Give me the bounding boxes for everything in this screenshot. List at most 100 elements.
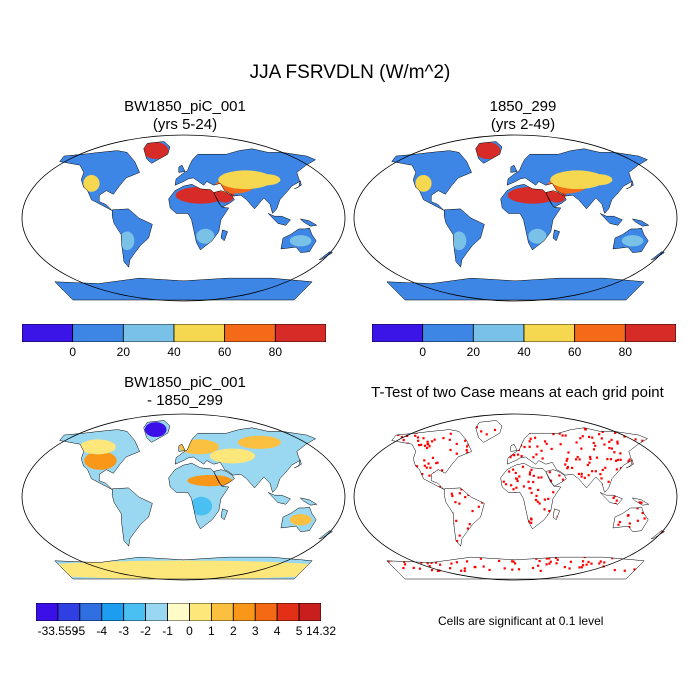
colorbar-diff-box-2 — [79, 602, 103, 622]
significance-cell — [601, 430, 604, 434]
significance-cell — [568, 567, 571, 570]
significance-cell — [641, 511, 644, 515]
significance-cell — [525, 548, 528, 552]
significance-cell — [388, 461, 391, 465]
significance-cell — [531, 566, 535, 570]
significance-cell — [462, 547, 465, 551]
colorbar-case2-tick-label: 0 — [419, 345, 426, 359]
significance-cell — [515, 486, 518, 489]
significance-cell — [576, 534, 580, 537]
significance-cell — [536, 535, 539, 539]
significance-cell — [360, 478, 362, 480]
significance-cell — [403, 511, 407, 514]
map-diff-coastline-new-zealand — [318, 530, 333, 540]
significance-cell — [577, 497, 580, 500]
significance-cell — [523, 433, 526, 436]
significance-cell — [619, 452, 622, 455]
significance-cell — [441, 469, 444, 472]
significance-cell — [488, 568, 491, 572]
significance-cell — [402, 478, 405, 481]
map-case2 — [353, 134, 678, 302]
significance-cell — [438, 479, 441, 482]
significance-cell — [479, 557, 483, 560]
significance-cell — [491, 476, 494, 479]
significance-cell — [580, 475, 583, 478]
significance-cell — [461, 431, 464, 435]
significance-cell — [639, 432, 642, 436]
significance-cell — [621, 430, 624, 433]
significance-cell — [570, 524, 573, 527]
significance-cell — [380, 545, 382, 547]
significance-cell — [537, 476, 540, 479]
significance-cell — [584, 547, 587, 550]
significance-cell — [513, 562, 517, 565]
significance-cell — [553, 554, 556, 557]
map-diff — [21, 413, 346, 581]
significance-cell — [550, 447, 553, 451]
significance-cell — [548, 509, 551, 513]
map-ttest-madagascar — [553, 508, 560, 520]
significance-cell — [455, 452, 458, 455]
significance-cell — [633, 568, 636, 571]
significance-cell — [471, 437, 474, 440]
significance-cell — [386, 483, 389, 487]
significance-cell — [584, 428, 587, 431]
map-diff-coastline-new-guinea — [299, 497, 318, 506]
significance-cell — [594, 470, 597, 473]
map-ttest-coastline-greenland — [475, 420, 503, 443]
significance-cell — [432, 525, 435, 529]
significance-cell — [375, 473, 377, 475]
significance-cell — [600, 477, 603, 480]
significance-cell — [616, 440, 619, 443]
significance-cell — [537, 488, 540, 492]
significance-cell — [465, 448, 468, 452]
significance-cell — [449, 479, 452, 482]
significance-cell — [613, 494, 616, 498]
significance-cell — [530, 491, 533, 494]
significance-cell — [387, 560, 390, 563]
significance-cell — [567, 528, 570, 532]
significance-cell — [378, 543, 380, 545]
significance-cell — [533, 531, 537, 534]
significance-cell — [567, 497, 571, 500]
significance-cell — [477, 448, 480, 452]
significance-cell — [658, 496, 661, 499]
significance-cell — [446, 552, 449, 555]
map-case1-region-8 — [289, 235, 312, 247]
significance-cell — [357, 503, 359, 505]
significance-cell — [417, 443, 421, 447]
significance-cell — [600, 518, 604, 521]
map-ttest-coastline-new-guinea — [631, 497, 650, 506]
map-case2-coastline-antarctica — [386, 277, 645, 301]
map-case1-coastline-australia — [280, 227, 317, 253]
significance-cell — [585, 509, 588, 512]
map-diff-coastline-australia — [280, 506, 317, 532]
significance-cell — [404, 474, 407, 477]
significance-cell — [382, 524, 384, 526]
significance-cell — [481, 454, 484, 457]
significance-cell — [417, 439, 420, 442]
significance-cell — [450, 562, 453, 565]
colorbar-diff-box-1 — [57, 602, 81, 622]
significance-cell — [583, 476, 586, 479]
significance-cell — [463, 567, 466, 570]
significance-cell — [618, 520, 621, 524]
significance-cell — [444, 514, 447, 518]
significance-cell — [554, 556, 558, 559]
significance-cell — [430, 569, 434, 572]
significance-cell — [590, 498, 594, 501]
map-diff-region-6 — [190, 496, 213, 516]
significance-cell — [600, 437, 603, 440]
significance-cell — [590, 562, 593, 565]
significance-cell — [672, 482, 674, 484]
significance-cell — [456, 474, 460, 477]
significance-cell — [387, 432, 391, 435]
significance-cell — [572, 475, 575, 479]
map-case2-coastline-north-america — [391, 150, 472, 211]
significance-cell — [640, 480, 643, 483]
map-ttest-coastline-south-america — [443, 487, 485, 547]
significance-cell — [400, 505, 403, 508]
significance-cell — [423, 522, 426, 525]
significance-cell — [553, 552, 557, 556]
map-case2-coastline-arabia — [545, 190, 567, 208]
